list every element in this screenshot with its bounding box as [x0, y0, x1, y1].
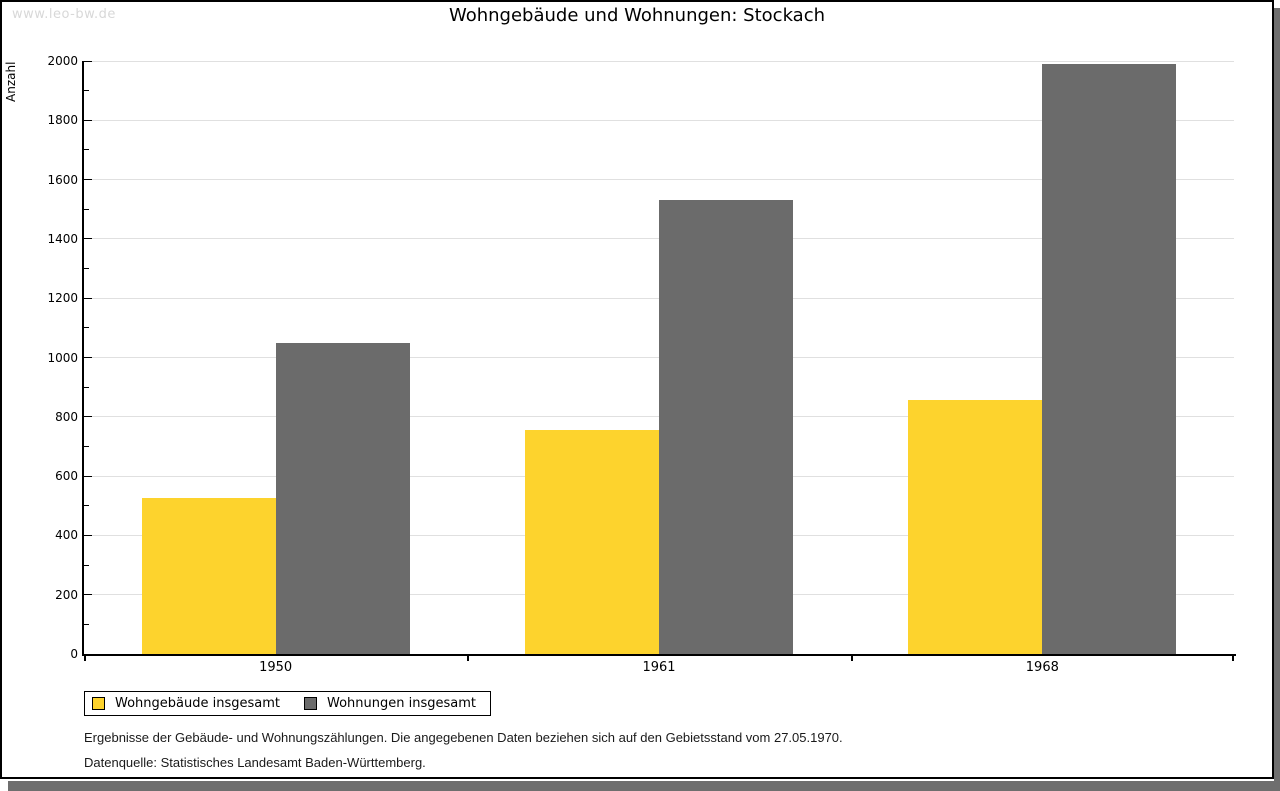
- y-minor-tick-500: [84, 505, 89, 507]
- legend-item: Wohnungen insgesamt: [304, 696, 476, 711]
- y-minor-tick-900: [84, 386, 89, 388]
- y-minor-tick-1700: [84, 149, 89, 151]
- x-category-label-1950: 1950: [259, 660, 293, 675]
- x-axis-line: [82, 654, 1236, 656]
- legend-item: Wohngebäude insgesamt: [92, 696, 280, 711]
- y-tick-2000: [84, 60, 92, 62]
- y-tick-1400: [84, 238, 92, 240]
- x-tick-3: [1232, 656, 1234, 661]
- y-tick-label-400: 400: [55, 528, 78, 543]
- y-minor-tick-1500: [84, 208, 89, 210]
- y-tick-1000: [84, 357, 92, 358]
- watermark: www.leo-bw.de: [12, 7, 116, 22]
- y-tick-label-1200: 1200: [47, 291, 78, 306]
- y-tick-400: [84, 534, 92, 536]
- y-tick-label-200: 200: [55, 587, 78, 602]
- x-category-label-1968: 1968: [1025, 660, 1059, 675]
- x-tick-0: [84, 656, 86, 661]
- legend: Wohngebäude insgesamt Wohnungen insgesamt: [84, 691, 491, 716]
- y-axis-line: [82, 61, 84, 654]
- y-tick-label-1000: 1000: [47, 350, 78, 365]
- frame-drop-shadow-right: [1274, 8, 1280, 791]
- y-axis-title: Anzahl: [4, 61, 18, 102]
- y-tick-800: [84, 416, 92, 418]
- bar-wohnungen-1968: [1042, 63, 1177, 654]
- y-minor-tick-300: [84, 564, 89, 566]
- legend-label: Wohngebäude insgesamt: [115, 696, 280, 711]
- y-minor-tick-100: [84, 623, 89, 625]
- footnote-source-note: Ergebnisse der Gebäude- und Wohnungszähl…: [84, 730, 843, 745]
- y-tick-label-0: 0: [70, 647, 78, 661]
- x-tick-1: [467, 656, 470, 661]
- gridline-1600: [84, 179, 1234, 181]
- legend-label: Wohnungen insgesamt: [327, 696, 476, 711]
- y-tick-1600: [84, 179, 92, 181]
- bar-wohnungen-1950: [275, 342, 410, 654]
- gridline-1800: [84, 119, 1234, 121]
- y-minor-tick-1900: [84, 90, 89, 92]
- bar-wohngebäude-1950: [141, 497, 276, 654]
- gridline-2000: [84, 60, 1234, 62]
- y-tick-label-1600: 1600: [47, 172, 78, 187]
- bar-wohngebäude-1968: [908, 400, 1043, 654]
- x-category-label-1961: 1961: [642, 660, 676, 675]
- y-minor-tick-1300: [84, 268, 89, 270]
- chart-title: Wohngebäude und Wohnungen: Stockach: [448, 5, 826, 26]
- y-tick-label-1800: 1800: [47, 113, 78, 128]
- y-tick-label-1400: 1400: [47, 231, 78, 246]
- y-tick-1800: [84, 119, 92, 121]
- bar-wohngebäude-1961: [525, 430, 659, 654]
- y-minor-tick-1100: [84, 327, 89, 329]
- plot-area: 0 200 400 600 800 1000 1200 1400 1600 1800 2000 195…: [47, 54, 1236, 675]
- frame-drop-shadow-bottom: [8, 781, 1280, 791]
- x-tick-2: [850, 656, 853, 661]
- bar-wohnungen-1961: [659, 200, 793, 654]
- y-tick-label-800: 800: [55, 409, 78, 424]
- y-tick-label-600: 600: [55, 469, 78, 484]
- legend-swatch-icon: [92, 697, 105, 710]
- y-tick-200: [84, 594, 92, 596]
- y-tick-1200: [84, 297, 92, 299]
- footnote-datasource: Datenquelle: Statistisches Landesamt Bad…: [84, 755, 426, 770]
- y-tick-600: [84, 475, 92, 477]
- legend-swatch-icon: [304, 697, 317, 710]
- y-minor-tick-700: [84, 445, 89, 447]
- y-tick-label-2000: 2000: [47, 54, 78, 68]
